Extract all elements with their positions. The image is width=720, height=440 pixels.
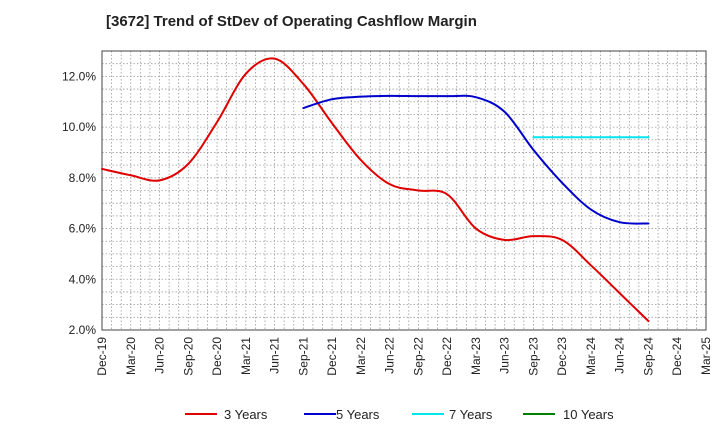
y-tick-label: 2.0% (69, 323, 97, 337)
legend-label-7-years: 7 Years (449, 407, 493, 422)
x-tick-label: Sep-23 (526, 337, 540, 376)
series-lines (101, 57, 650, 323)
legend: 3 Years 5 Years 7 Years 10 Years (185, 407, 614, 422)
x-tick-label: Jun-20 (153, 337, 167, 374)
series-line-5-years (302, 94, 650, 225)
plot-frame (101, 50, 707, 331)
legend-label-3-years: 3 Years (224, 407, 268, 422)
x-tick-label: Mar-23 (469, 337, 483, 375)
y-tick-label: 8.0% (69, 171, 97, 185)
chart-title: [3672] Trend of StDev of Operating Cashf… (106, 13, 477, 30)
x-tick-label: Dec-22 (440, 337, 454, 376)
x-tick-label: Sep-22 (411, 337, 425, 376)
grid (101, 50, 707, 331)
x-tick-label: Sep-21 (296, 337, 310, 376)
y-tick-label: 6.0% (69, 222, 97, 236)
y-tick-label: 12.0% (62, 69, 96, 83)
y-axis-ticks: 2.0% 4.0% 6.0% 8.0% 10.0% 12.0% (62, 69, 96, 337)
x-tick-label: Sep-20 (181, 337, 195, 376)
plot-area-border (101, 50, 707, 331)
x-tick-label: Jun-22 (383, 337, 397, 374)
y-tick-label: 10.0% (62, 120, 96, 134)
x-tick-label: Dec-24 (670, 337, 684, 376)
x-tick-label: Mar-20 (124, 337, 138, 375)
x-tick-label: Jun-21 (268, 337, 282, 374)
series-line-3-years (101, 57, 650, 323)
x-tick-label: Dec-20 (210, 337, 224, 376)
x-tick-label: Mar-22 (354, 337, 368, 375)
x-tick-label: Mar-21 (239, 337, 253, 375)
x-tick-label: Jun-23 (498, 337, 512, 374)
x-tick-label: Dec-23 (555, 337, 569, 376)
x-tick-label: Dec-21 (325, 337, 339, 376)
x-tick-label: Mar-25 (699, 337, 713, 375)
legend-label-10-years: 10 Years (563, 407, 614, 422)
x-tick-label: Jun-24 (613, 337, 627, 374)
x-tick-label: Sep-24 (641, 337, 655, 376)
x-axis-ticks: Dec-19 Mar-20 Jun-20 Sep-20 Dec-20 Mar-21 Jun-… (95, 337, 713, 376)
x-tick-label: Dec-19 (95, 337, 109, 376)
x-tick-label: Mar-24 (584, 337, 598, 375)
y-tick-label: 4.0% (69, 272, 97, 286)
legend-label-5-years: 5 Years (336, 407, 380, 422)
